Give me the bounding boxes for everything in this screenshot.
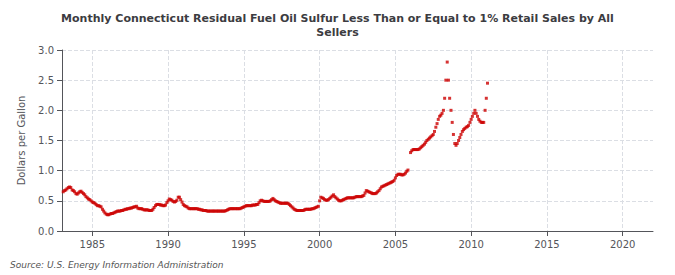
- svg-text:2020: 2020: [610, 239, 635, 250]
- svg-text:Source: U.S. Energy Informatio: Source: U.S. Energy Information Administ…: [10, 260, 224, 270]
- svg-text:1.0: 1.0: [38, 165, 54, 176]
- svg-text:Monthly Connecticut Residual F: Monthly Connecticut Residual Fuel Oil Su…: [61, 12, 614, 25]
- svg-text:1985: 1985: [80, 239, 105, 250]
- svg-text:Dollars per Gallon: Dollars per Gallon: [16, 96, 27, 186]
- svg-text:2005: 2005: [383, 239, 408, 250]
- svg-text:1990: 1990: [155, 239, 180, 250]
- svg-text:0.0: 0.0: [38, 226, 54, 237]
- svg-text:2015: 2015: [534, 239, 559, 250]
- svg-text:2000: 2000: [307, 239, 332, 250]
- svg-text:2.0: 2.0: [38, 105, 54, 116]
- svg-text:1.5: 1.5: [38, 135, 54, 146]
- svg-text:2.5: 2.5: [38, 75, 54, 86]
- svg-text:3.0: 3.0: [38, 45, 54, 56]
- svg-text:2010: 2010: [458, 239, 483, 250]
- svg-text:1995: 1995: [231, 239, 256, 250]
- svg-text:0.5: 0.5: [38, 195, 54, 206]
- svg-text:Sellers: Sellers: [316, 26, 359, 39]
